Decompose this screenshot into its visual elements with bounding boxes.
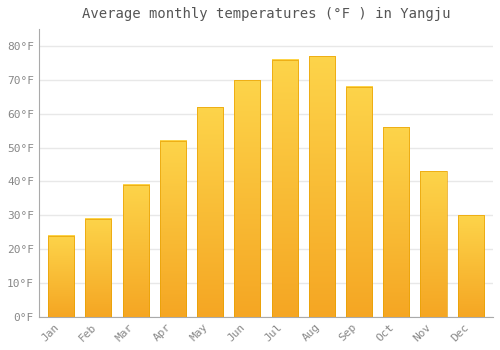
Bar: [48, 236, 74, 317]
Bar: [458, 215, 483, 317]
Bar: [86, 219, 112, 317]
Title: Average monthly temperatures (°F ) in Yangju: Average monthly temperatures (°F ) in Ya…: [82, 7, 450, 21]
Bar: [160, 141, 186, 317]
Bar: [420, 171, 446, 317]
Bar: [308, 56, 335, 317]
Bar: [234, 80, 260, 317]
Bar: [272, 60, 297, 317]
Bar: [122, 185, 148, 317]
Bar: [346, 86, 372, 317]
Bar: [383, 127, 409, 317]
Bar: [197, 107, 223, 317]
